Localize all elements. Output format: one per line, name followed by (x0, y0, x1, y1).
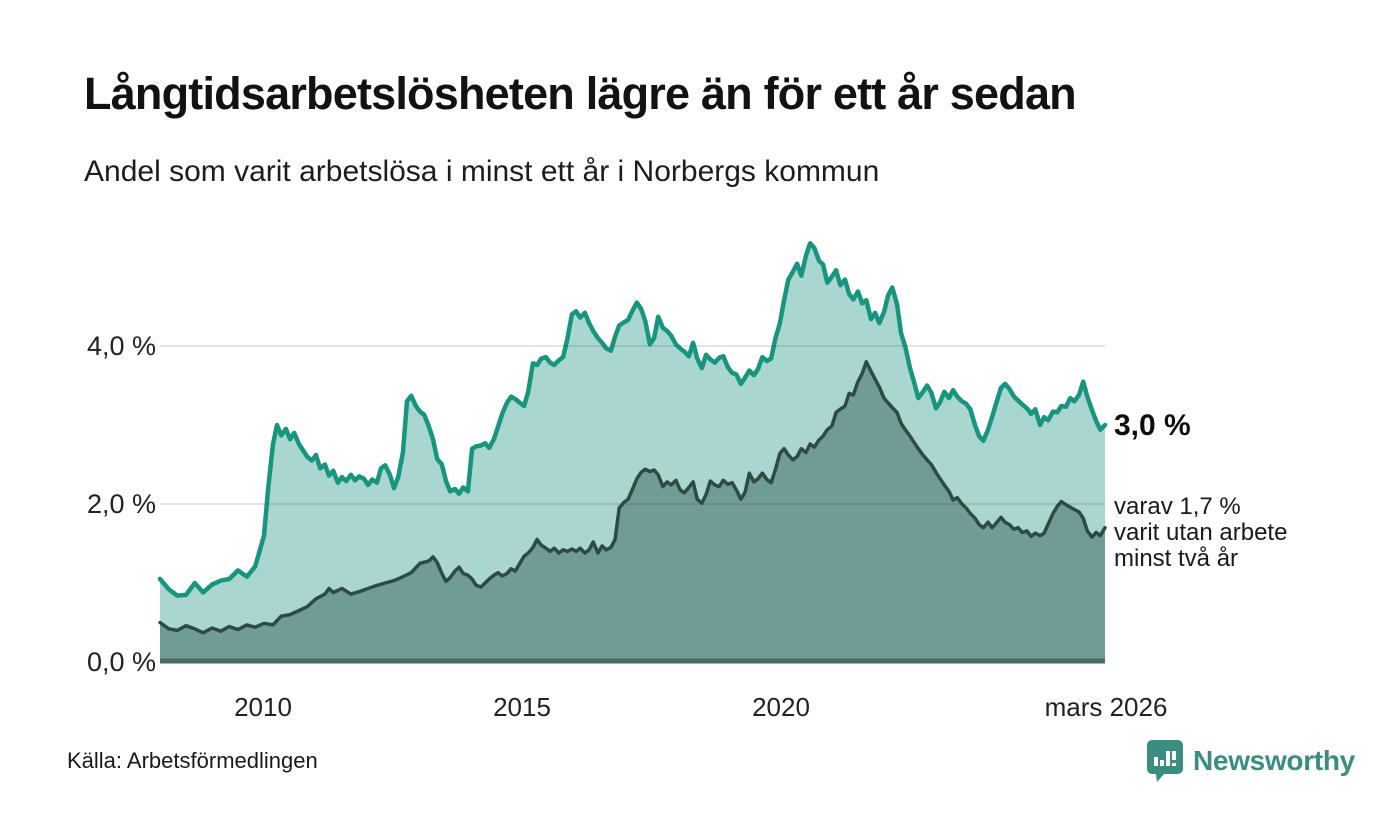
subset-annotation-line-1: varav 1,7 % (1114, 493, 1241, 520)
source-note: Källa: Arbetsförmedlingen (67, 748, 318, 773)
y-tick-0: 0,0 % (86, 647, 156, 677)
newsworthy-wordmark: Newsworthy (1193, 745, 1355, 776)
x-tick-2010: 2010 (234, 692, 292, 722)
y-tick-2: 2,0 % (86, 489, 156, 519)
latest-value-label: 3,0 % (1114, 409, 1191, 442)
newsworthy-logo-icon (1147, 740, 1183, 782)
chart-subtitle: Andel som varit arbetslösa i minst ett å… (84, 155, 880, 188)
x-tick-mars-2026: mars 2026 (1044, 692, 1168, 722)
series-line-minst-tva-ar (158, 360, 1107, 635)
y-tick-4: 4,0 % (86, 331, 156, 361)
x-tick-2015: 2015 (493, 692, 551, 722)
subset-annotation-line-2: varit utan arbete (1114, 519, 1288, 546)
newsworthy-branding: Newsworthy (1147, 740, 1355, 782)
series-line-minst-ett-ar (157, 241, 1108, 598)
x-tick-2020: 2020 (752, 692, 810, 722)
series-area-minst-tva-ar (160, 361, 1105, 662)
subset-annotation: varav 1,7 % varit utan arbete minst två … (1114, 494, 1287, 572)
subset-annotation-line-3: minst två år (1114, 545, 1239, 572)
page-title: Långtidsarbetslösheten lägre än för ett … (84, 68, 1077, 119)
